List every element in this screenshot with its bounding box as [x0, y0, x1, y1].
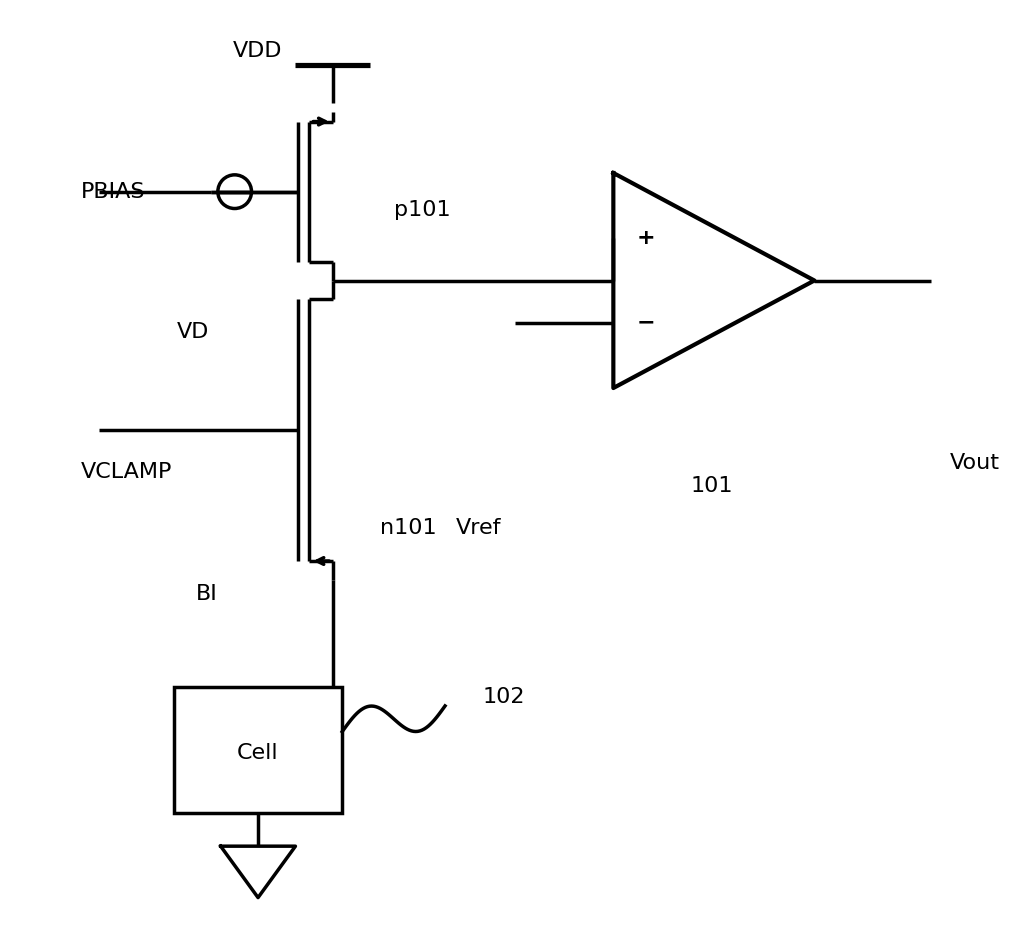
Text: 101: 101: [690, 476, 733, 496]
Text: VCLAMP: VCLAMP: [81, 462, 172, 482]
Text: Cell: Cell: [237, 742, 279, 763]
Text: PBIAS: PBIAS: [81, 181, 145, 202]
Text: VDD: VDD: [234, 41, 283, 61]
Text: n101: n101: [380, 518, 436, 539]
Text: Vref: Vref: [455, 518, 501, 539]
Text: Vout: Vout: [950, 453, 1000, 473]
Text: 102: 102: [483, 686, 525, 707]
FancyBboxPatch shape: [174, 687, 342, 813]
Text: +: +: [637, 228, 655, 249]
Text: p101: p101: [394, 200, 450, 221]
Text: VD: VD: [177, 322, 208, 342]
Text: BI: BI: [196, 583, 217, 604]
Text: −: −: [637, 312, 655, 333]
